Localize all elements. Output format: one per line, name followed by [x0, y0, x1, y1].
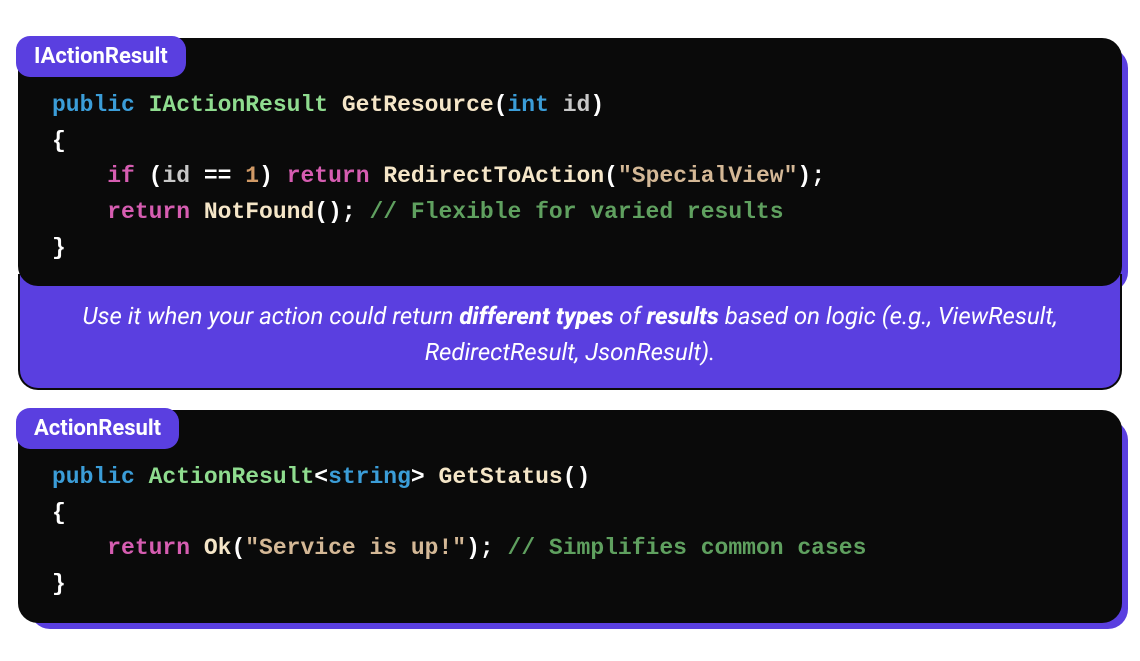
code-token: return	[52, 535, 204, 561]
code-token: 1	[245, 163, 259, 189]
explain-text: of	[613, 302, 646, 330]
code-token: public	[52, 92, 149, 118]
code-token: RedirectToAction	[383, 163, 604, 189]
code-line: public IActionResult GetResource(int id)	[52, 88, 1088, 124]
code-wrapper: public ActionResult<string> GetStatus(){…	[18, 410, 1122, 623]
section-tag: IActionResult	[16, 36, 186, 77]
code-token: GetStatus	[439, 464, 563, 490]
code-token: string	[328, 464, 411, 490]
section-actionresult: ActionResult public ActionResult<string>…	[18, 410, 1122, 623]
code-token: }	[52, 235, 66, 261]
explain-bold: different types	[459, 302, 613, 330]
code-token: ==	[204, 163, 245, 189]
code-token: // Flexible for varied results	[369, 199, 783, 225]
code-token: (	[604, 163, 618, 189]
code-token: id	[162, 163, 203, 189]
code-token: int	[508, 92, 563, 118]
code-token: id	[563, 92, 591, 118]
code-line: {	[52, 496, 1088, 532]
code-token: );	[797, 163, 825, 189]
code-line: }	[52, 231, 1088, 267]
code-line: {	[52, 124, 1088, 160]
code-block: public ActionResult<string> GetStatus(){…	[18, 410, 1122, 623]
code-token: {	[52, 500, 66, 526]
explanation-text: Use it when your action could return dif…	[18, 274, 1122, 390]
code-token: IActionResult	[149, 92, 342, 118]
code-token: <	[314, 464, 328, 490]
code-token: return	[52, 199, 204, 225]
code-block: public IActionResult GetResource(int id)…	[18, 38, 1122, 286]
code-wrapper: public IActionResult GetResource(int id)…	[18, 38, 1122, 286]
code-token: }	[52, 571, 66, 597]
explain-bold: results	[647, 302, 719, 330]
code-token: public	[52, 464, 149, 490]
code-token: ()	[563, 464, 591, 490]
explain-wrapper: Use it when your action could return dif…	[18, 274, 1122, 390]
code-line: return Ok("Service is up!"); // Simplifi…	[52, 531, 1088, 567]
code-token: >	[411, 464, 439, 490]
code-token: ();	[314, 199, 369, 225]
code-line: return NotFound(); // Flexible for varie…	[52, 195, 1088, 231]
code-token: return	[287, 163, 384, 189]
code-line: public ActionResult<string> GetStatus()	[52, 460, 1088, 496]
code-token: NotFound	[204, 199, 314, 225]
code-token: );	[466, 535, 507, 561]
code-line: if (id == 1) return RedirectToAction("Sp…	[52, 159, 1088, 195]
code-token: (	[231, 535, 245, 561]
section-iactionresult: IActionResult public IActionResult GetRe…	[18, 38, 1122, 390]
code-token: "Service is up!"	[245, 535, 466, 561]
code-token: "SpecialView"	[618, 163, 797, 189]
code-token: )	[590, 92, 604, 118]
code-token: (	[494, 92, 508, 118]
section-tag: ActionResult	[16, 408, 179, 449]
code-token: )	[259, 163, 287, 189]
code-token: GetResource	[342, 92, 494, 118]
code-token: Ok	[204, 535, 232, 561]
code-token: // Simplifies common cases	[508, 535, 867, 561]
code-token: {	[52, 128, 66, 154]
code-line: }	[52, 567, 1088, 603]
explain-text: Use it when your action could return	[82, 302, 459, 330]
code-token: (	[149, 163, 163, 189]
code-token: ActionResult	[149, 464, 315, 490]
code-token: if	[52, 163, 149, 189]
